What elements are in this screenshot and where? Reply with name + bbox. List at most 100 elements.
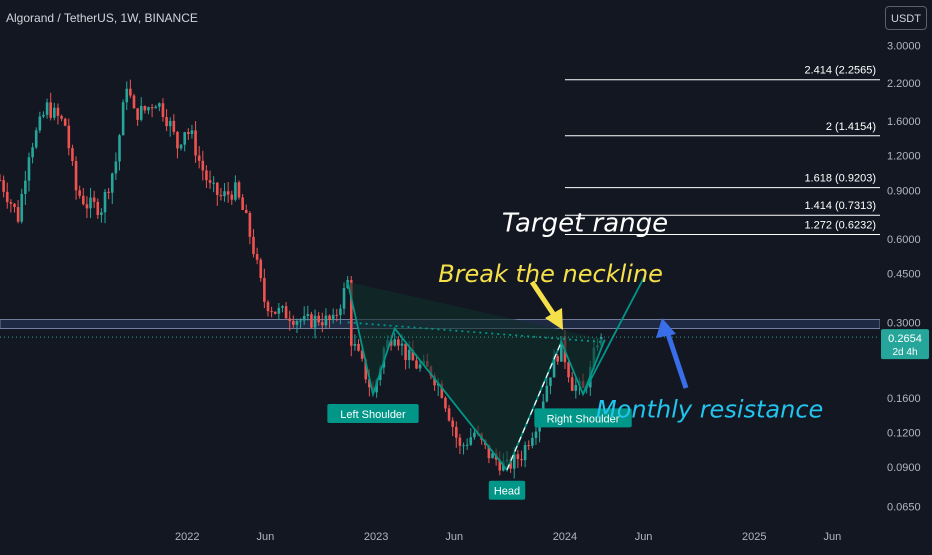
candle-body (114, 161, 118, 174)
candle-body (556, 356, 559, 362)
candle-body (263, 278, 266, 302)
candle-body (118, 135, 121, 162)
price-tick-label: 0.0900 (887, 462, 921, 474)
neckline (347, 321, 602, 343)
time-tick-label: 2023 (364, 531, 388, 543)
candle-body (364, 358, 368, 380)
candle-body (270, 311, 273, 313)
time-tick-label: 2022 (175, 531, 199, 543)
candle-body (339, 308, 342, 316)
candle-body (313, 315, 317, 328)
candle-body (349, 280, 353, 346)
candle-body (107, 191, 110, 193)
candle-body (154, 106, 158, 109)
candle-body (321, 322, 324, 326)
projection-line (582, 275, 646, 395)
candle-body (567, 362, 570, 378)
candle-body (172, 120, 176, 132)
candle-body (299, 320, 302, 322)
candle-body (121, 102, 125, 136)
candle-body (306, 314, 310, 317)
candle-body (397, 339, 400, 346)
candle-body (85, 204, 89, 209)
candle-body (560, 336, 563, 362)
candle-body (444, 397, 447, 409)
candle-body (549, 377, 552, 386)
candle-body (418, 364, 422, 369)
candle-body (208, 180, 212, 183)
price-axis-bg (880, 0, 932, 550)
candle-body (523, 445, 527, 461)
candle-body (197, 155, 201, 161)
candle-body (179, 144, 183, 149)
time-tick-label: Jun (635, 531, 653, 543)
candle-body (407, 349, 411, 361)
candle-body (454, 426, 458, 438)
candle-body (473, 432, 476, 438)
price-tick-label: 2.2000 (887, 78, 921, 90)
break-arrow-head (545, 308, 563, 330)
symbol-title: Algorand / TetherUS, 1W, BINANCE (6, 11, 198, 25)
candle-body (0, 180, 2, 182)
candle-body (469, 437, 473, 445)
candle-body (317, 315, 320, 323)
candle-body (531, 437, 534, 446)
candle-body (234, 182, 237, 200)
candle-body (125, 88, 129, 103)
candle-body (516, 454, 520, 460)
fib-level-label: 1.618 (0.9203) (804, 173, 876, 185)
time-axis-bg (0, 528, 932, 550)
price-tick-label: 1.6000 (887, 116, 921, 128)
candle-body (393, 339, 397, 346)
candle-body (368, 379, 371, 388)
candle-body (176, 131, 179, 149)
candle-body (509, 459, 512, 469)
currency-button[interactable]: USDT (885, 6, 927, 30)
resistance-arrow-head (656, 318, 676, 338)
price-tick-label: 0.3000 (887, 317, 921, 329)
candle-body (223, 191, 226, 197)
candle-body (255, 254, 259, 260)
candle-body (447, 408, 451, 421)
candle-body (56, 107, 60, 116)
candle-body (71, 148, 74, 162)
candle-body (541, 401, 545, 415)
pattern-label: Head (494, 486, 520, 498)
candle-body (147, 107, 150, 111)
annotation-text: Target range (502, 208, 668, 238)
price-tick-label: 1.2000 (887, 151, 921, 163)
price-tick-label: 0.4500 (887, 269, 921, 281)
candle-body (335, 314, 339, 316)
candle-body (458, 437, 462, 446)
time-tick-label: Jun (257, 531, 275, 543)
candle-body (110, 173, 114, 193)
candle-body (24, 180, 27, 194)
candle-body (212, 182, 215, 184)
candle-body (545, 385, 549, 402)
candle-body (92, 197, 96, 202)
candle-body (34, 130, 38, 148)
candle-body (302, 316, 306, 321)
candle-body (132, 95, 136, 109)
pattern-label: Right Shoulder (547, 413, 620, 425)
candle-body (534, 431, 538, 438)
pattern-label-bg (327, 404, 419, 424)
candle-body (288, 318, 292, 322)
candle-body (2, 180, 5, 192)
candle-body (63, 118, 67, 126)
candle-body (161, 103, 165, 118)
candle-body (328, 315, 331, 320)
candle-body (27, 157, 31, 181)
candle-body (5, 191, 9, 203)
candle-body (552, 356, 556, 378)
break-arrow-shaft (529, 280, 559, 320)
candle-body (433, 375, 436, 386)
candle-body (520, 459, 523, 461)
candle-body (205, 170, 208, 181)
candle-body (357, 343, 360, 351)
candle-body (241, 197, 244, 210)
candle-body (74, 161, 78, 191)
candle-body (53, 107, 56, 118)
